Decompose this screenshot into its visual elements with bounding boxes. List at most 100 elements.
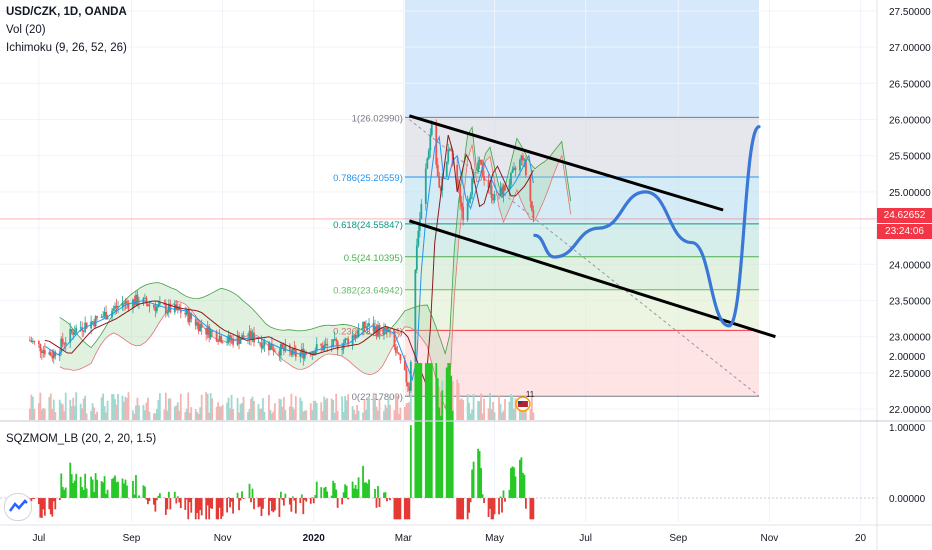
momentum-bar (257, 498, 260, 508)
momentum-bar (291, 496, 294, 498)
squeeze-momentum-label[interactable]: SQZMOM_LB (20, 2, 20, 1.5) (6, 433, 157, 445)
volume-bar (70, 406, 73, 420)
momentum-bar (105, 493, 107, 498)
candle-body (396, 352, 399, 354)
momentum-bar (457, 498, 460, 520)
volume-bar (64, 392, 67, 420)
ichimoku-tenkan-line (44, 134, 534, 382)
momentum-bar (415, 363, 418, 498)
candle-body (341, 348, 344, 350)
volume-bar (200, 394, 203, 420)
momentum-bar (178, 498, 181, 503)
candle-body (33, 341, 36, 342)
momentum-bar (341, 498, 344, 505)
price-tick-label: 27.50000 (889, 7, 931, 18)
candle-body (519, 159, 521, 171)
volume-bar (175, 405, 178, 420)
momentum-bar (429, 363, 432, 498)
volume-bar (208, 412, 211, 420)
volume-indicator-label[interactable]: Vol (20) (6, 24, 46, 36)
candle-body (194, 319, 197, 326)
candle-body (520, 155, 523, 160)
volume-bar (315, 402, 318, 420)
candle-body (215, 331, 218, 342)
ichimoku-indicator-label[interactable]: Ichimoku (9, 26, 52, 26) (6, 42, 127, 54)
momentum-bar (157, 495, 160, 498)
candle-body (85, 322, 88, 329)
momentum-bar (529, 498, 532, 520)
candle-body (145, 297, 148, 304)
volume-bar (94, 413, 97, 420)
candle-body (462, 206, 465, 221)
momentum-bar (522, 472, 524, 498)
fib-level-label: 0.618(24.55847) (333, 220, 403, 231)
momentum-bar (468, 498, 471, 513)
volume-bar (399, 407, 402, 420)
candle-body (209, 330, 212, 338)
momentum-bar (504, 498, 506, 502)
candle-body (311, 351, 314, 355)
volume-bar (220, 406, 223, 420)
volume-bar (345, 400, 348, 420)
candle-body (326, 343, 329, 346)
candle-body (510, 172, 512, 185)
volume-bar (269, 409, 272, 420)
candle-body (447, 149, 450, 162)
candle-body (272, 349, 275, 352)
candle-body (393, 331, 396, 348)
momentum-bar (418, 363, 421, 498)
volume-bar (61, 404, 64, 420)
momentum-bar (417, 363, 420, 498)
momentum-bar (102, 482, 104, 498)
momentum-bar (481, 494, 484, 498)
time-tick-label: Jul (32, 533, 45, 544)
candle-body (132, 299, 134, 309)
candle-body (415, 245, 418, 270)
momentum-bar (344, 484, 347, 498)
candle-body (344, 338, 347, 344)
volume-bar (481, 413, 484, 420)
volume-bar (232, 409, 234, 420)
tradingview-logo-icon[interactable] (4, 493, 32, 521)
volume-bar (142, 404, 145, 420)
volume-bar (469, 413, 472, 420)
volume-bar (114, 399, 116, 420)
us-flag-icon (517, 401, 528, 407)
momentum-bar (185, 498, 188, 500)
volume-bar (478, 401, 481, 420)
candle-body (314, 351, 317, 355)
volume-bar (344, 396, 347, 420)
volume-bar (303, 410, 306, 420)
candle-body (408, 386, 411, 391)
volume-bar (366, 397, 369, 420)
volume-bar (173, 406, 176, 420)
momentum-bar (462, 498, 465, 520)
momentum-bar (302, 498, 305, 515)
fib-zone (404, 289, 759, 331)
candle-body (105, 311, 107, 320)
volume-bar (451, 380, 454, 420)
volume-bar (363, 399, 366, 420)
volume-bar (69, 399, 72, 420)
candle-body (274, 351, 276, 352)
volume-bar (230, 394, 233, 420)
volume-bar (102, 393, 104, 420)
momentum-bar (320, 487, 323, 498)
volume-bar (96, 411, 99, 420)
momentum-bar (378, 498, 381, 508)
momentum-bar (450, 375, 453, 498)
candle-body (91, 321, 94, 323)
momentum-bar (175, 498, 178, 504)
momentum-bar (271, 498, 273, 512)
volume-bar (282, 397, 285, 420)
candle-body (199, 324, 202, 332)
volume-bar (31, 396, 34, 420)
volume-bar (522, 408, 524, 420)
momentum-bar (403, 498, 406, 520)
candle-body (221, 342, 224, 344)
volume-bar (39, 392, 42, 420)
volume-bar (460, 398, 463, 420)
momentum-bar (514, 476, 517, 498)
momentum-bar (124, 479, 127, 498)
